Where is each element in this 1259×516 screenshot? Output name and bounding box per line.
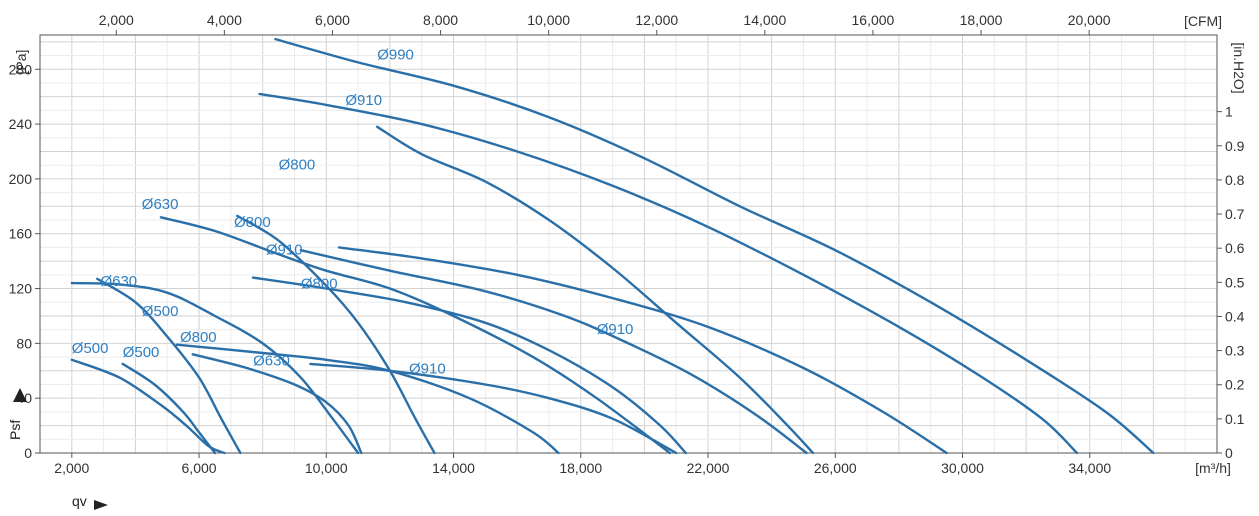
y2-tick-label: 0.6 bbox=[1225, 240, 1245, 256]
curve-d630-6 bbox=[159, 216, 672, 455]
y-axis-arrow-icon bbox=[13, 388, 27, 402]
x2-tick-label: 18,000 bbox=[960, 12, 1003, 28]
y2-unit-label: [in.H2O] bbox=[1231, 42, 1247, 93]
curve-d800-2 bbox=[376, 125, 815, 455]
x-tick-label: 14,000 bbox=[432, 460, 475, 476]
curve-d990-0 bbox=[274, 37, 1155, 455]
y-tick-label: 240 bbox=[9, 116, 33, 132]
x2-tick-label: 8,000 bbox=[423, 12, 458, 28]
curve-d800-9 bbox=[175, 343, 560, 455]
x2-tick-label: 4,000 bbox=[207, 12, 242, 28]
x-axis-title: qv bbox=[72, 493, 108, 510]
curve-label: Ø500 bbox=[123, 344, 160, 361]
x-tick-label: 30,000 bbox=[941, 460, 984, 476]
curve-label: Ø910 bbox=[597, 321, 634, 338]
curve-label: Ø500 bbox=[72, 340, 109, 357]
y-axis-title: Psf bbox=[7, 388, 27, 440]
y2-tick-label: 0.9 bbox=[1225, 138, 1245, 154]
y2-tick-label: 0 bbox=[1225, 445, 1233, 461]
x-axis-label: qv bbox=[72, 493, 87, 509]
y2-tick-label: 0.3 bbox=[1225, 343, 1245, 359]
x2-tick-label: 14,000 bbox=[743, 12, 786, 28]
y-tick-label: 280 bbox=[9, 61, 33, 77]
x2-tick-label: 12,000 bbox=[635, 12, 678, 28]
x-tick-label: 18,000 bbox=[559, 460, 602, 476]
curve-d910-1 bbox=[258, 92, 1079, 455]
curve-d910-4 bbox=[299, 249, 808, 455]
curve-d630-11 bbox=[70, 281, 360, 455]
curve-label: Ø990 bbox=[377, 47, 414, 64]
x2-tick-label: 2,000 bbox=[99, 12, 134, 28]
curve-d500-12 bbox=[96, 277, 242, 455]
curve-label: Ø630 bbox=[100, 273, 137, 290]
x-tick-label: 34,000 bbox=[1068, 460, 1111, 476]
y2-tick-label: 1 bbox=[1225, 104, 1233, 120]
x-tick-label: 22,000 bbox=[687, 460, 730, 476]
curve-d910-3 bbox=[337, 246, 948, 455]
y2-tick-label: 0.7 bbox=[1225, 206, 1245, 222]
curve-label: Ø630 bbox=[253, 352, 290, 369]
curve-d500-14 bbox=[121, 362, 217, 455]
curve-label: Ø910 bbox=[345, 92, 382, 109]
x2-tick-label: 10,000 bbox=[527, 12, 570, 28]
x-tick-label: 10,000 bbox=[305, 460, 348, 476]
curve-label: Ø910 bbox=[266, 241, 303, 258]
y-tick-label: 120 bbox=[9, 281, 33, 297]
curve-label: Ø800 bbox=[301, 276, 338, 293]
ticks: 2,000 6,000 10,000 14,000 18,000 22,000 26,000… bbox=[9, 12, 1245, 476]
y-tick-label: 200 bbox=[9, 171, 33, 187]
x-unit-label: [m³/h] bbox=[1195, 460, 1231, 476]
curve-labels: Ø990 Ø910 Ø800 Ø910 Ø630 Ø800 Ø800 Ø910 Ø630 Ø500… bbox=[72, 47, 634, 378]
curve-label: Ø800 bbox=[180, 329, 217, 346]
curve-label: Ø910 bbox=[409, 361, 446, 378]
x-tick-label: 6,000 bbox=[182, 460, 217, 476]
curve-d800-5 bbox=[251, 276, 687, 455]
x-tick-label: 2,000 bbox=[54, 460, 89, 476]
y-tick-label: 160 bbox=[9, 226, 33, 242]
y-unit-label: [Pa] bbox=[13, 50, 29, 75]
y2-tick-label: 0.1 bbox=[1225, 411, 1245, 427]
y2-tick-label: 0.2 bbox=[1225, 377, 1245, 393]
y-axis-label: Psf bbox=[7, 420, 23, 440]
curve-label: Ø630 bbox=[142, 196, 179, 213]
x2-unit-label: [CFM] bbox=[1184, 13, 1222, 29]
x2-tick-label: 20,000 bbox=[1068, 12, 1111, 28]
y-tick-label: 80 bbox=[16, 335, 32, 351]
curve-label: Ø800 bbox=[234, 214, 271, 231]
y2-tick-label: 0.5 bbox=[1225, 274, 1245, 290]
curve-d800-7 bbox=[236, 214, 436, 455]
x-axis-arrow-icon bbox=[94, 500, 108, 510]
plot-frame bbox=[39, 34, 1218, 454]
x2-tick-label: 16,000 bbox=[852, 12, 895, 28]
y-tick-label: 0 bbox=[24, 445, 32, 461]
curve-d630-10 bbox=[191, 353, 363, 455]
curve-label: Ø500 bbox=[142, 303, 179, 320]
y2-tick-label: 0.8 bbox=[1225, 172, 1245, 188]
grid bbox=[39, 35, 1218, 454]
x-tick-label: 26,000 bbox=[814, 460, 857, 476]
x2-tick-label: 6,000 bbox=[315, 12, 350, 28]
curve-label: Ø800 bbox=[279, 156, 316, 173]
y2-tick-label: 0.4 bbox=[1225, 308, 1245, 324]
curves bbox=[70, 37, 1155, 455]
